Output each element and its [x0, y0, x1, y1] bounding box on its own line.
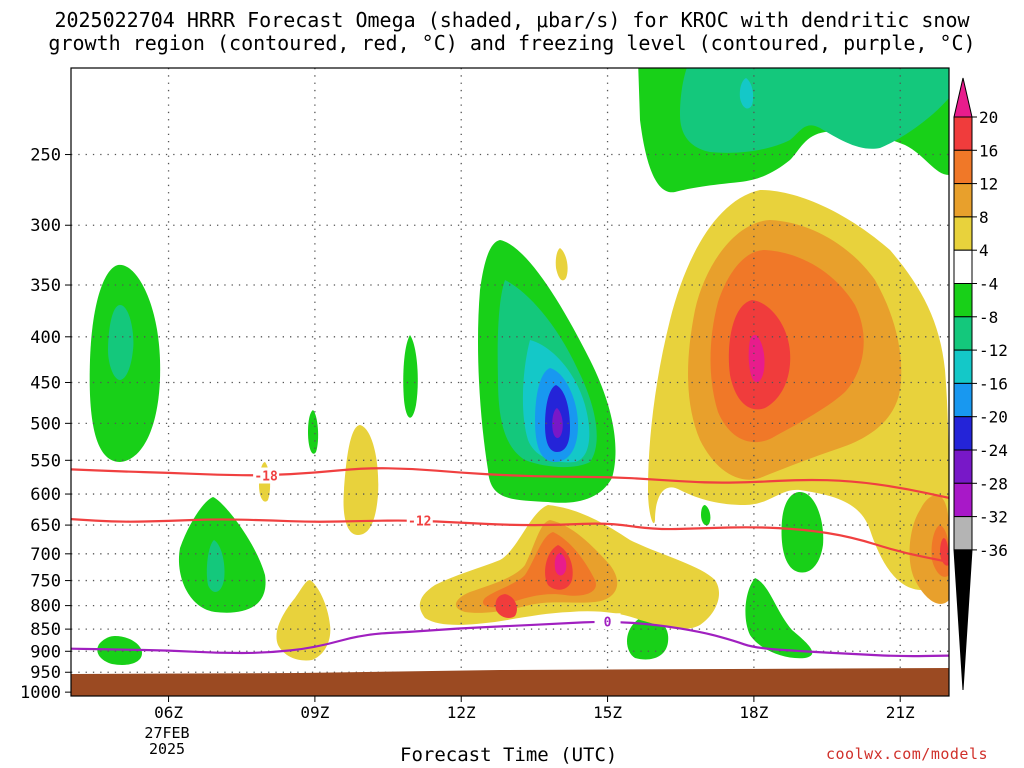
contour-label: -12 [408, 515, 431, 530]
omega-negative-regions [89, 68, 949, 665]
colorbar-swatch [953, 449, 973, 484]
contour-label-bg [253, 467, 280, 484]
omega-region [403, 335, 418, 418]
y-tick-label: 550 [30, 451, 61, 471]
contour-label-bg [406, 512, 433, 529]
colorbar-label: -8 [979, 308, 998, 327]
colorbar-label: 8 [979, 208, 989, 227]
colorbar-label: -24 [979, 441, 1008, 460]
x-tick-label: 06Z [154, 703, 183, 722]
colorbar-swatch [953, 249, 973, 284]
colorbar-swatch [953, 283, 973, 318]
y-tick-label: 850 [30, 620, 61, 640]
omega-shading [89, 68, 949, 665]
colorbar-label: -16 [979, 374, 1008, 393]
ground-surface [71, 668, 949, 696]
x-axis: 06Z 09Z 12Z 15Z 18Z 21Z [154, 696, 915, 722]
credit-text: coolwx.com/models [826, 745, 989, 763]
omega-region [555, 248, 568, 281]
omega-region [748, 334, 765, 383]
colorbar-label: 4 [979, 241, 989, 260]
colorbar-swatch [953, 516, 973, 551]
colorbar-label: 16 [979, 141, 998, 160]
date-label-day: 27FEB [144, 724, 189, 742]
colorbar-swatch [953, 316, 973, 351]
x-tick-label: 09Z [300, 703, 329, 722]
contour-minus18 [71, 467, 949, 499]
omega-region [308, 410, 319, 454]
temperature-contours [71, 467, 949, 658]
colorbar-label: 20 [979, 108, 998, 127]
y-tick-label: 900 [30, 642, 61, 662]
chart-title-line2: growth region (contoured, red, °C) and f… [48, 31, 976, 55]
y-tick-label: 800 [30, 597, 61, 617]
colorbar-swatch [953, 416, 973, 451]
omega-region [276, 580, 331, 661]
colorbar-swatch [953, 482, 973, 518]
contour-label: 0 [604, 615, 612, 630]
chart-title-line1: 2025022704 HRRR Forecast Omega (shaded, … [54, 8, 970, 32]
y-tick-label: 650 [30, 516, 61, 536]
y-tick-label: 700 [30, 545, 61, 565]
colorbar-swatch [953, 216, 973, 251]
omega-region [482, 532, 596, 608]
y-tick-label: 350 [30, 276, 61, 296]
x-tick-label: 21Z [886, 703, 915, 722]
date-label-year: 2025 [149, 740, 185, 758]
omega-region [781, 492, 824, 573]
y-tick-label: 1000 [20, 683, 61, 703]
omega-region [108, 305, 134, 380]
colorbar-label: -12 [979, 341, 1008, 360]
contour-minus12 [71, 518, 949, 564]
colorbar-label: -20 [979, 408, 1008, 427]
colorbar-label: -4 [979, 275, 998, 294]
omega-region [206, 540, 225, 592]
x-tick-label: 12Z [447, 703, 476, 722]
contour-label: -18 [254, 470, 278, 485]
y-tick-label: 750 [30, 572, 61, 592]
omega-region [739, 78, 754, 109]
omega-region [701, 505, 711, 526]
omega-region [552, 408, 563, 438]
omega-region [626, 617, 669, 660]
colorbar-label: -36 [979, 541, 1008, 560]
colorbar-swatch [953, 183, 973, 218]
y-tick-label: 950 [30, 663, 61, 683]
colorbar-swatch [953, 149, 973, 185]
y-tick-label: 600 [30, 485, 61, 505]
y-tick-label: 400 [30, 328, 61, 348]
omega-region [909, 495, 949, 604]
colorbar-label: -32 [979, 508, 1008, 527]
y-tick-label: 450 [30, 373, 61, 393]
x-tick-label: 18Z [739, 703, 768, 722]
contour-labels: -18 -12 0 [253, 467, 621, 630]
colorbar-swatch [953, 349, 973, 384]
colorbar-swatch [953, 382, 973, 418]
omega-region [343, 425, 379, 535]
colorbar-label: -28 [979, 474, 1008, 493]
colorbar-swatch [953, 549, 973, 691]
y-axis: 2503003504004505005506006507007508008509… [20, 146, 71, 703]
omega-region [554, 553, 567, 576]
omega-positive-regions [259, 190, 949, 661]
x-axis-label: Forecast Time (UTC) [400, 744, 618, 766]
colorbar-swatch [953, 77, 973, 118]
x-tick-label: 15Z [593, 703, 622, 722]
omega-region [495, 594, 517, 618]
omega-region [940, 538, 949, 566]
y-tick-label: 500 [30, 414, 61, 434]
contour-label-bg [594, 613, 621, 630]
colorbar: 20 16 12 8 4 -4 -8 -12 -16 -20 -24 -28 -32 -36 [953, 77, 1008, 691]
y-tick-label: 300 [30, 216, 61, 236]
contour-0 [71, 620, 949, 658]
y-tick-label: 250 [30, 146, 61, 166]
colorbar-label: 12 [979, 175, 998, 194]
colorbar-swatch [953, 116, 973, 151]
omega-region [745, 578, 813, 659]
